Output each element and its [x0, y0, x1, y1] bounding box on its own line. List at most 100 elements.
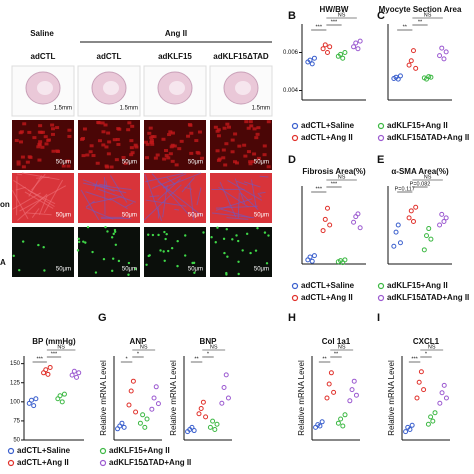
cell [161, 137, 166, 141]
data-point [119, 420, 125, 426]
data-point [416, 379, 422, 385]
data-point [59, 399, 65, 405]
green-signal [37, 243, 40, 247]
sig-label: *** [331, 19, 338, 25]
row-label: A [0, 258, 6, 267]
data-point [200, 399, 206, 405]
data-point [432, 410, 438, 416]
fiber [174, 208, 180, 211]
data-point [320, 46, 326, 52]
data-point [210, 418, 216, 424]
green-signal [193, 271, 196, 274]
green-signal [176, 264, 179, 268]
cell [127, 121, 132, 125]
data-point [426, 226, 432, 232]
cell [144, 140, 149, 144]
data-point [144, 416, 150, 422]
data-point [428, 74, 434, 80]
data-point [439, 390, 445, 396]
cell [32, 136, 37, 140]
sig-label: * [207, 351, 210, 357]
cell [25, 160, 30, 164]
green-signal [114, 243, 118, 246]
green-signal [18, 268, 21, 272]
cell [55, 126, 60, 130]
data-point [443, 395, 449, 401]
fiber [236, 180, 248, 186]
cell [189, 151, 194, 155]
cell [177, 147, 182, 151]
data-point [410, 218, 416, 224]
green-signal [263, 231, 267, 234]
fiber [125, 202, 134, 208]
cell [103, 123, 108, 127]
cell [170, 131, 175, 135]
y-axis-label: Relative mRNA Level [99, 360, 108, 436]
cell [224, 142, 229, 146]
cell [82, 127, 87, 131]
data-point [137, 420, 143, 426]
data-point [409, 422, 415, 428]
data-point [441, 218, 447, 224]
data-point [327, 222, 333, 228]
green-signal [184, 234, 187, 237]
fiber [243, 181, 261, 188]
data-point [439, 45, 445, 51]
cell [55, 149, 60, 153]
image-if [12, 227, 74, 277]
sig-label: ** [334, 351, 339, 357]
green-signal [134, 267, 137, 271]
data-point [335, 420, 341, 426]
fiber [151, 173, 190, 216]
data-point [355, 46, 361, 52]
scale-text: 50μm [254, 267, 269, 273]
cell [215, 149, 220, 153]
image-if [210, 227, 272, 277]
data-point [207, 424, 213, 430]
data-point [69, 372, 75, 378]
data-point [74, 374, 80, 380]
data-point [353, 40, 359, 46]
sig-label: NS [338, 12, 346, 18]
cell [114, 158, 119, 162]
green-signal [106, 230, 109, 233]
data-point [326, 381, 332, 387]
fiber [166, 176, 176, 185]
legend-marker [291, 134, 299, 142]
data-point [33, 396, 39, 402]
green-signal [102, 257, 106, 261]
cell [167, 133, 172, 137]
cell [39, 130, 44, 134]
cell [145, 142, 150, 146]
cell [266, 120, 271, 124]
fiber [151, 173, 187, 190]
legend-marker [291, 282, 299, 290]
fiber [105, 180, 108, 188]
sig-label: NS [338, 344, 346, 350]
cell [148, 126, 153, 130]
green-signal [222, 237, 226, 241]
panel-title: α-SMA Area(%) [391, 167, 449, 176]
cell [255, 132, 260, 136]
cell [162, 157, 167, 161]
cell [130, 151, 135, 155]
cell [50, 132, 55, 136]
legend-marker [377, 282, 385, 290]
heart-lumen [37, 81, 53, 95]
heart-lumen [235, 81, 251, 95]
data-point [31, 403, 37, 409]
data-point [121, 424, 127, 430]
data-point [351, 219, 357, 225]
data-point [410, 48, 416, 54]
data-point [319, 419, 325, 425]
data-point [407, 427, 413, 432]
cell [213, 125, 218, 129]
scale-text: 50μm [56, 267, 71, 273]
cell [197, 130, 202, 134]
cell [50, 123, 55, 127]
green-signal [254, 249, 258, 252]
panel-title: Myocyte Section Area [379, 5, 462, 14]
green-signal [43, 269, 46, 272]
data-point [225, 395, 231, 401]
cell [134, 145, 139, 149]
